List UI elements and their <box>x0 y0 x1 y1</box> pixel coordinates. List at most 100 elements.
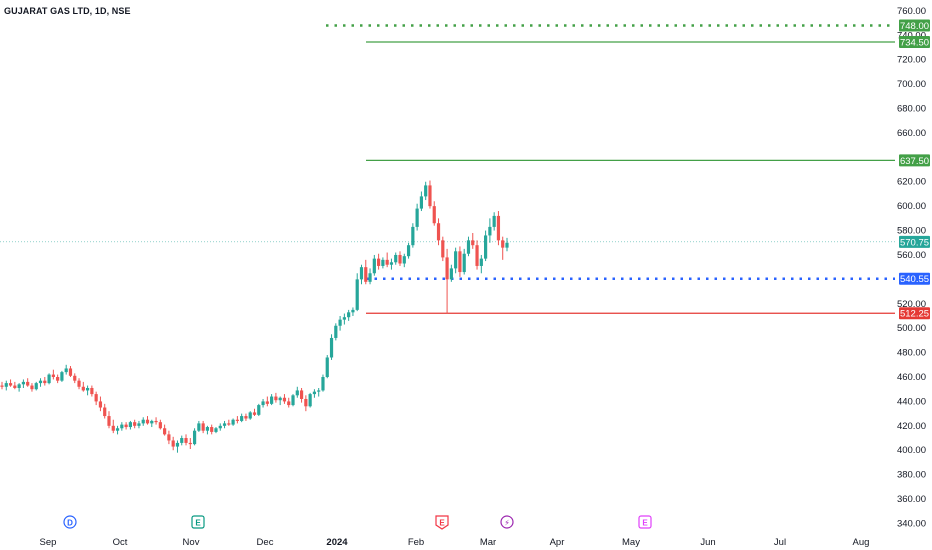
candle-body[interactable] <box>231 419 235 425</box>
candle-body[interactable] <box>210 427 214 432</box>
candle-body[interactable] <box>385 259 389 265</box>
candle-body[interactable] <box>128 422 132 428</box>
candle-body[interactable] <box>30 385 34 390</box>
candle-body[interactable] <box>8 383 13 386</box>
candle-body[interactable] <box>342 317 346 320</box>
candle-body[interactable] <box>411 226 415 246</box>
candle-body[interactable] <box>282 397 287 402</box>
candle-body[interactable] <box>192 430 197 445</box>
candle-body[interactable] <box>180 438 184 443</box>
candle-body[interactable] <box>377 258 381 266</box>
candle-body[interactable] <box>257 405 261 415</box>
candle-body[interactable] <box>419 196 424 209</box>
candle-body[interactable] <box>471 240 475 246</box>
candle-body[interactable] <box>38 380 43 384</box>
candle-body[interactable] <box>436 223 441 241</box>
candle-body[interactable] <box>270 396 274 404</box>
candle-body[interactable] <box>13 385 17 388</box>
candle-body[interactable] <box>334 325 338 338</box>
candle-body[interactable] <box>47 374 51 384</box>
candle-body[interactable] <box>274 396 278 401</box>
candle-body[interactable] <box>0 385 4 387</box>
candle-body[interactable] <box>154 420 158 423</box>
candle-body[interactable] <box>227 423 231 425</box>
candle-body[interactable] <box>205 427 210 431</box>
candle-body[interactable] <box>415 208 419 227</box>
candle-body[interactable] <box>167 434 171 441</box>
candle-body[interactable] <box>308 394 312 407</box>
candle-body[interactable] <box>34 383 38 390</box>
candle-body[interactable] <box>94 394 98 402</box>
candle-body[interactable] <box>364 267 368 282</box>
earnings-nov-marker[interactable] <box>191 515 205 529</box>
candle-body[interactable] <box>111 425 115 431</box>
candle-body[interactable] <box>188 442 192 445</box>
candle-body[interactable] <box>428 185 432 207</box>
candle-body[interactable] <box>462 253 466 273</box>
candle-body[interactable] <box>338 319 342 326</box>
candle-body[interactable] <box>299 390 304 399</box>
candle-body[interactable] <box>317 390 321 392</box>
candle-body[interactable] <box>406 245 411 257</box>
candle-body[interactable] <box>402 256 406 264</box>
candle-body[interactable] <box>171 440 175 447</box>
candle-body[interactable] <box>163 428 167 435</box>
earnings-feb-marker[interactable] <box>435 515 449 530</box>
candle-body[interactable] <box>454 251 458 269</box>
candle-body[interactable] <box>175 442 180 447</box>
candle-body[interactable] <box>287 401 291 406</box>
candle-body[interactable] <box>107 416 111 426</box>
candle-body[interactable] <box>222 423 227 426</box>
candle-body[interactable] <box>355 279 359 310</box>
candle-body[interactable] <box>90 387 94 395</box>
candle-body[interactable] <box>445 257 449 280</box>
candle-body[interactable] <box>4 383 8 387</box>
candle-body[interactable] <box>325 357 329 378</box>
candle-body[interactable] <box>81 386 85 391</box>
candle-body[interactable] <box>141 419 145 424</box>
candle-body[interactable] <box>51 374 55 378</box>
candle-body[interactable] <box>252 412 257 415</box>
candle-body[interactable] <box>103 407 107 417</box>
candle-body[interactable] <box>484 235 488 259</box>
candle-body[interactable] <box>329 337 334 358</box>
candle-body[interactable] <box>449 268 453 280</box>
candle-body[interactable] <box>244 416 248 419</box>
candle-body[interactable] <box>492 215 496 227</box>
candle-body[interactable] <box>479 258 483 266</box>
candle-body[interactable] <box>201 423 205 431</box>
candle-body[interactable] <box>458 251 462 273</box>
earnings-may-marker[interactable] <box>638 515 652 529</box>
candle-body[interactable] <box>261 401 265 406</box>
dividend-marker[interactable] <box>63 515 77 529</box>
candle-body[interactable] <box>197 423 201 431</box>
candle-body[interactable] <box>73 375 77 381</box>
candle-body[interactable] <box>85 387 90 391</box>
candle-body[interactable] <box>475 245 479 266</box>
candle-body[interactable] <box>372 258 376 274</box>
candle-body[interactable] <box>278 397 282 401</box>
candle-body[interactable] <box>248 412 252 419</box>
candle-body[interactable] <box>214 428 218 432</box>
candle-body[interactable] <box>77 380 81 387</box>
candle-body[interactable] <box>68 368 73 376</box>
candle-body[interactable] <box>368 273 372 282</box>
candle-body[interactable] <box>291 395 295 406</box>
candle-body[interactable] <box>295 390 299 396</box>
candle-body[interactable] <box>17 384 21 388</box>
candle-body[interactable] <box>235 419 239 421</box>
candle-body[interactable] <box>424 185 428 197</box>
candle-body[interactable] <box>359 267 364 280</box>
candle-body[interactable] <box>381 259 385 266</box>
candle-body[interactable] <box>158 422 162 429</box>
split-marker[interactable] <box>500 515 514 529</box>
candle-body[interactable] <box>120 424 124 429</box>
candle-body[interactable] <box>64 368 68 373</box>
candle-body[interactable] <box>441 240 445 258</box>
candle-body[interactable] <box>505 242 509 248</box>
candle-body[interactable] <box>137 423 141 426</box>
candle-body[interactable] <box>304 398 308 407</box>
candle-body[interactable] <box>150 420 154 424</box>
candle-body[interactable] <box>56 377 60 381</box>
